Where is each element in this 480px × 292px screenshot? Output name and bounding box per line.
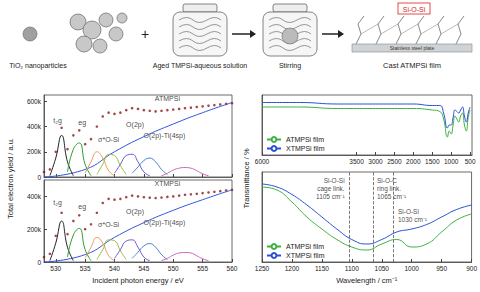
svg-text:1030 cm⁻¹: 1030 cm⁻¹ [398, 216, 428, 223]
svg-text:1105 cm⁻¹: 1105 cm⁻¹ [316, 193, 345, 200]
svg-text:+: + [141, 26, 149, 42]
svg-text:0: 0 [37, 174, 41, 181]
svg-text:O(2p)-Ti(4sp): O(2p)-Ti(4sp) [144, 132, 186, 140]
svg-text:Si-O-Si: Si-O-Si [403, 6, 426, 13]
svg-text:eg: eg [78, 203, 86, 211]
svg-text:cage link.: cage link. [317, 185, 345, 193]
svg-text:Total electron yield / a.u.: Total electron yield / a.u. [6, 138, 15, 219]
svg-text:Stirring: Stirring [279, 62, 301, 70]
svg-text:Aged TMPSi-aqueous solution: Aged TMPSi-aqueous solution [153, 62, 248, 70]
svg-text:400k: 400k [27, 123, 42, 130]
svg-text:400k: 400k [27, 193, 42, 200]
svg-text:σ*O-Si: σ*O-Si [98, 136, 119, 143]
svg-text:535: 535 [80, 265, 91, 272]
svg-text:545: 545 [138, 265, 149, 272]
svg-text:500: 500 [465, 158, 476, 165]
svg-text:XTMPSi film: XTMPSi film [286, 252, 325, 259]
svg-text:2000: 2000 [406, 158, 421, 165]
svg-text:Si-O-C: Si-O-C [377, 177, 397, 184]
svg-text:Transmittance / %: Transmittance / % [242, 148, 251, 208]
svg-text:XTMPSi film: XTMPSi film [286, 145, 325, 152]
svg-text:540: 540 [109, 265, 120, 272]
svg-text:O(2p): O(2p) [126, 208, 144, 216]
svg-text:1200: 1200 [285, 265, 300, 272]
svg-text:eg: eg [78, 119, 86, 127]
svg-text:1250: 1250 [255, 265, 270, 272]
svg-text:O(2p)-Ti(4sp): O(2p)-Ti(4sp) [143, 219, 186, 227]
svg-text:Incident photon energy / eV: Incident photon energy / eV [92, 276, 184, 285]
svg-text:O(2p): O(2p) [126, 121, 144, 129]
svg-text:1050: 1050 [375, 265, 390, 272]
svg-text:3500: 3500 [349, 158, 364, 165]
svg-text:600k: 600k [27, 98, 42, 105]
svg-text:2500: 2500 [387, 158, 402, 165]
svg-text:Cast ATMPSi film: Cast ATMPSi film [383, 61, 441, 70]
svg-text:555: 555 [197, 265, 208, 272]
svg-text:Si-O-Si: Si-O-Si [398, 208, 419, 215]
svg-text:ATMPSi film: ATMPSi film [286, 136, 324, 143]
svg-text:ATMPSi: ATMPSi [155, 95, 181, 102]
svg-text:3000: 3000 [368, 158, 383, 165]
svg-text:Stainless steel plate: Stainless steel plate [390, 45, 435, 51]
svg-text:1100: 1100 [345, 265, 359, 272]
svg-text:t₂g: t₂g [53, 199, 62, 207]
svg-text:1150: 1150 [315, 265, 329, 272]
svg-text:1000: 1000 [444, 158, 459, 165]
svg-text:550: 550 [168, 265, 179, 272]
svg-text:XTMPSi: XTMPSi [155, 180, 181, 187]
svg-text:200k: 200k [27, 226, 42, 233]
svg-text:1065 cm⁻¹: 1065 cm⁻¹ [377, 193, 407, 200]
svg-text:t₂g: t₂g [53, 117, 62, 125]
svg-text:950: 950 [436, 265, 447, 272]
svg-text:Si-O-Si: Si-O-Si [324, 177, 345, 184]
svg-text:900: 900 [466, 265, 477, 272]
svg-text:6000: 6000 [255, 158, 270, 165]
svg-text:σ*O-Si: σ*O-Si [98, 221, 119, 228]
svg-text:TiO₂ nanoparticles: TiO₂ nanoparticles [9, 62, 67, 70]
svg-text:ring link.: ring link. [377, 185, 401, 193]
svg-text:0: 0 [37, 259, 41, 266]
svg-text:1500: 1500 [425, 158, 440, 165]
svg-text:560: 560 [227, 265, 238, 272]
svg-text:200k: 200k [27, 148, 42, 155]
svg-text:530: 530 [50, 265, 61, 272]
svg-text:Wavelength / cm⁻¹: Wavelength / cm⁻¹ [336, 276, 398, 285]
svg-text:ATMPSi film: ATMPSi film [286, 243, 324, 250]
svg-text:1000: 1000 [404, 265, 419, 272]
